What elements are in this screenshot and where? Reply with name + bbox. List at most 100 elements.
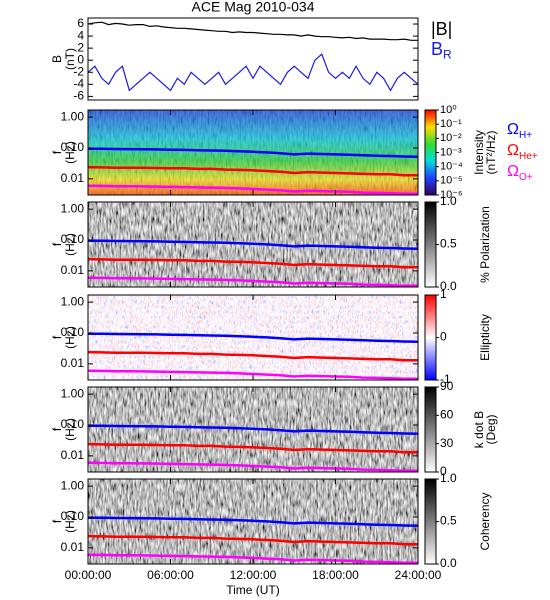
y-tick-label: 0 <box>77 52 84 66</box>
data-line <box>88 332 418 344</box>
data-line <box>87 53 419 92</box>
legend-name: B <box>431 39 443 59</box>
colorbar <box>424 109 437 196</box>
y-axis-label: (Hz) <box>63 326 77 349</box>
y-tick-label: 1.00 <box>61 478 85 492</box>
colorbar-tick-label: 10⁻⁵ <box>440 175 463 187</box>
y-tick-label: 1.00 <box>61 201 85 215</box>
legend-name: Ω <box>507 142 519 159</box>
y-tick-label: 1.00 <box>61 109 85 123</box>
legend-subscript: He+ <box>519 150 538 161</box>
y-tick-label: 0.10 <box>61 417 85 431</box>
colorbar-tick-label: 1.0 <box>440 194 457 208</box>
data-line <box>88 147 418 159</box>
data-line <box>88 424 418 436</box>
x-tick-label: 24:00:00 <box>395 568 442 582</box>
y-axis-label: B <box>50 55 64 63</box>
y-tick-label: -4 <box>73 76 84 90</box>
y-tick-label: -2 <box>73 64 84 78</box>
x-tick-label: 06:00:00 <box>147 568 194 582</box>
colorbar-label: k dot B <box>472 411 486 448</box>
colorbar-tick-label: 60 <box>440 408 454 422</box>
y-tick-label: 0.01 <box>61 448 85 462</box>
colorbar-tick-label: 10⁻² <box>440 132 462 144</box>
y-axis-label: f <box>50 519 64 523</box>
y-axis-label: (Hz) <box>63 418 77 441</box>
data-line <box>88 276 418 287</box>
legend-name: |B| <box>431 19 452 39</box>
y-axis-label: (Hz) <box>63 510 77 533</box>
legend-subscript: R <box>443 48 452 62</box>
y-tick-label: 0.10 <box>61 325 85 339</box>
colorbar-tick-label: 0 <box>440 464 447 478</box>
colorbar-label: Intensity <box>472 130 486 175</box>
colorbar <box>424 294 437 381</box>
y-axis-label: (Hz) <box>63 233 77 256</box>
legend-subscript: O+ <box>519 171 533 182</box>
data-line <box>88 461 418 472</box>
legend-subscript: H+ <box>519 129 532 140</box>
y-tick-label: 6 <box>77 16 84 30</box>
legend-entry: ΩHe+ <box>507 142 538 161</box>
plot-frame <box>87 17 419 101</box>
colorbar-tick-label: 0.0 <box>440 556 457 570</box>
y-tick-label: 0.01 <box>61 356 85 370</box>
y-tick-label: 0.01 <box>61 171 85 185</box>
x-tick-label: 12:00:00 <box>230 568 277 582</box>
colorbar-tick-label: 0.5 <box>440 514 457 528</box>
colorbar-tick-label: 90 <box>440 379 454 393</box>
y-axis-label: f <box>50 427 64 431</box>
y-axis-label: (nT) <box>63 48 77 70</box>
y-tick-label: 2 <box>77 40 84 54</box>
data-line <box>88 350 418 362</box>
colorbar-tick-label: 0.5 <box>440 237 457 251</box>
y-tick-label: 0.01 <box>61 540 85 554</box>
legend-name: Ω <box>507 121 519 138</box>
colorbar-tick-label: 1 <box>440 287 447 301</box>
y-tick-label: 1.00 <box>61 386 85 400</box>
colorbar-tick-label: -1 <box>440 372 451 386</box>
data-line <box>88 257 418 269</box>
data-line <box>87 21 418 41</box>
y-tick-label: 0.10 <box>61 140 85 154</box>
legend-entry: ΩO+ <box>507 163 533 182</box>
colorbar-tick-label: 0 <box>440 330 447 344</box>
colorbar-label: Coherency <box>478 492 492 550</box>
data-line <box>88 165 418 177</box>
data-line <box>88 442 418 454</box>
y-tick-label: 0.01 <box>61 263 85 277</box>
y-tick-label: 0.10 <box>61 232 85 246</box>
colorbar-tick-label: 10⁰ <box>440 104 457 116</box>
y-axis-label: f <box>50 335 64 339</box>
y-axis-label: (Hz) <box>63 141 77 164</box>
legend-entry: ΩH+ <box>507 121 532 140</box>
chart-title: ACE Mag 2010-034 <box>192 0 315 15</box>
colorbar-tick-label: 0.0 <box>440 279 457 293</box>
colorbar-label: % Polarization <box>478 206 492 283</box>
colorbar-tick-label: 10⁻³ <box>440 146 462 158</box>
x-axis-label: Time (UT) <box>226 583 280 597</box>
data-line <box>88 534 418 546</box>
legend-entry: |B| <box>431 19 452 39</box>
x-tick-label: 00:00:00 <box>65 568 112 582</box>
y-axis-label: f <box>50 242 64 246</box>
colorbar <box>424 201 437 288</box>
y-tick-label: 4 <box>77 28 84 42</box>
y-tick-label: -6 <box>73 89 84 103</box>
data-line <box>88 553 418 564</box>
colorbar-tick-label: 10⁻⁴ <box>440 161 463 173</box>
colorbar-label: (nT²/Hz) <box>484 131 498 175</box>
colorbar-label: (Deg) <box>484 414 498 444</box>
legend-name: Ω <box>507 163 519 180</box>
x-tick-label: 18:00:00 <box>312 568 359 582</box>
colorbar-tick-label: 10⁻¹ <box>440 118 462 130</box>
data-line <box>88 184 418 195</box>
colorbar <box>424 478 437 565</box>
y-tick-label: 1.00 <box>61 294 85 308</box>
colorbar-tick-label: 30 <box>440 436 454 450</box>
y-axis-label: f <box>50 150 64 154</box>
data-line <box>88 239 418 251</box>
data-line <box>88 369 418 380</box>
